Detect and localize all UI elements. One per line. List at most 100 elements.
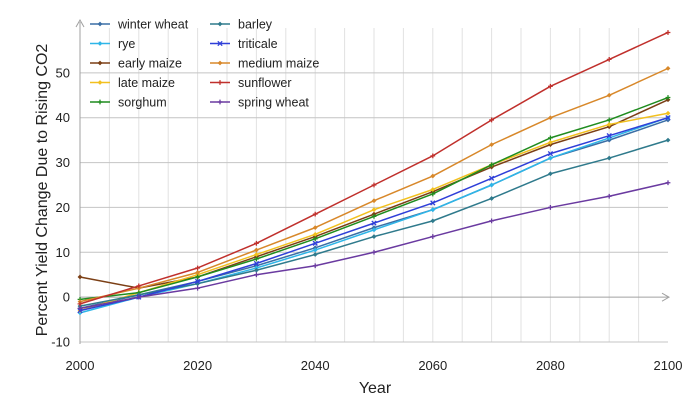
y-tick-label: 20 xyxy=(56,200,70,215)
data-point xyxy=(665,95,671,100)
data-point xyxy=(195,274,200,280)
tick-labels: -10 0 10 20 30 40 50 2000 2020 2040 2060 2080 2100 xyxy=(51,65,682,373)
legend-label: triticale xyxy=(238,37,278,51)
data-point xyxy=(254,267,259,273)
data-point xyxy=(312,252,318,257)
y-axis-arrow xyxy=(75,18,85,28)
data-point xyxy=(665,115,671,121)
data-point xyxy=(371,207,377,213)
data-point xyxy=(430,234,436,239)
legend-label: winter wheat xyxy=(117,18,189,32)
data-point xyxy=(606,122,612,127)
legend-item: early maize xyxy=(90,57,182,71)
data-point xyxy=(606,57,612,62)
data-point xyxy=(136,283,142,289)
axes xyxy=(75,18,671,344)
data-point xyxy=(312,211,318,217)
data-point xyxy=(430,207,436,213)
x-tick-label: 2000 xyxy=(66,358,95,373)
data-point xyxy=(548,83,553,89)
data-point xyxy=(312,231,318,237)
data-point xyxy=(371,198,377,204)
y-tick-label: -10 xyxy=(51,335,70,350)
data-point xyxy=(371,182,377,188)
data-point xyxy=(548,115,553,121)
y-tick-label: 50 xyxy=(56,65,70,80)
data-point xyxy=(254,240,259,246)
x-tick-label: 2040 xyxy=(301,358,330,373)
data-point xyxy=(548,139,553,145)
data-point xyxy=(371,220,377,226)
data-point xyxy=(665,65,671,71)
data-point xyxy=(254,256,259,262)
data-point xyxy=(548,171,553,177)
data-point xyxy=(489,117,494,123)
data-point xyxy=(606,92,612,98)
data-point xyxy=(606,193,612,199)
data-point xyxy=(195,270,200,275)
legend-marker xyxy=(97,41,103,46)
series-spring-wheat xyxy=(77,180,671,311)
legend-marker xyxy=(217,21,223,27)
data-point xyxy=(488,175,495,181)
data-point xyxy=(77,274,83,280)
data-point xyxy=(489,182,494,188)
x-tick-label: 2060 xyxy=(418,358,447,373)
data-point xyxy=(195,265,200,271)
x-tick-label: 2100 xyxy=(654,358,683,373)
data-point xyxy=(371,214,377,219)
data-point xyxy=(665,110,671,116)
legend-marker xyxy=(97,99,103,105)
legend-label: rye xyxy=(118,37,135,51)
legend-item: winter wheat xyxy=(90,18,189,32)
series-sunflower xyxy=(77,30,671,307)
data-point xyxy=(606,155,612,161)
data-point xyxy=(136,294,142,300)
legend-label: spring wheat xyxy=(238,96,309,110)
data-point xyxy=(312,225,318,231)
legend-item: spring wheat xyxy=(210,96,309,110)
data-point xyxy=(371,227,377,233)
legend: winter wheat rye early maize late maize sorg… xyxy=(90,18,319,110)
data-point xyxy=(548,135,553,141)
data-point xyxy=(665,137,671,143)
legend-item: sunflower xyxy=(210,76,292,90)
data-point xyxy=(430,153,436,159)
data-point xyxy=(665,180,671,186)
data-point xyxy=(489,218,494,224)
series-lines xyxy=(77,30,671,316)
series-triticale xyxy=(77,115,671,314)
data-point xyxy=(430,187,436,192)
data-point xyxy=(430,191,436,197)
legend-label: late maize xyxy=(118,76,175,90)
legend-marker xyxy=(217,60,223,66)
legend-item: late maize xyxy=(90,76,175,90)
legend-label: barley xyxy=(238,18,273,32)
legend-item: triticale xyxy=(210,37,278,51)
data-point xyxy=(548,205,553,210)
legend-marker xyxy=(217,99,223,105)
y-tick-label: 0 xyxy=(63,290,70,305)
data-point xyxy=(371,234,377,239)
data-point xyxy=(548,155,553,161)
legend-label: sunflower xyxy=(238,76,292,90)
data-point xyxy=(430,200,436,206)
data-point xyxy=(489,162,494,168)
data-point xyxy=(489,142,494,148)
data-point xyxy=(254,272,259,278)
legend-marker xyxy=(217,40,223,47)
data-point xyxy=(254,252,259,257)
y-tick-label: 10 xyxy=(56,245,70,260)
y-tick-label: 40 xyxy=(56,110,70,125)
legend-item: medium maize xyxy=(210,57,319,71)
series-sorghum xyxy=(77,95,671,302)
x-tick-label: 2080 xyxy=(536,358,565,373)
data-point xyxy=(312,247,318,253)
x-tick-label: 2020 xyxy=(183,358,212,373)
legend-label: medium maize xyxy=(238,57,319,71)
data-point xyxy=(312,263,318,269)
data-point xyxy=(606,117,612,123)
legend-item: rye xyxy=(90,37,135,51)
x-axis-arrow xyxy=(661,292,671,302)
